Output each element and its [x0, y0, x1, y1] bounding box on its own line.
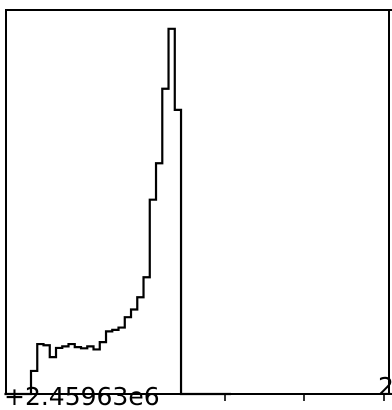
x-tick-label-right: 2 [378, 372, 392, 401]
x-axis-offset-label: +2.45963e6 [4, 382, 160, 406]
plot-area-background [6, 10, 392, 394]
x-axis-ticks [224, 394, 385, 401]
histogram-step-line [4, 27, 232, 396]
